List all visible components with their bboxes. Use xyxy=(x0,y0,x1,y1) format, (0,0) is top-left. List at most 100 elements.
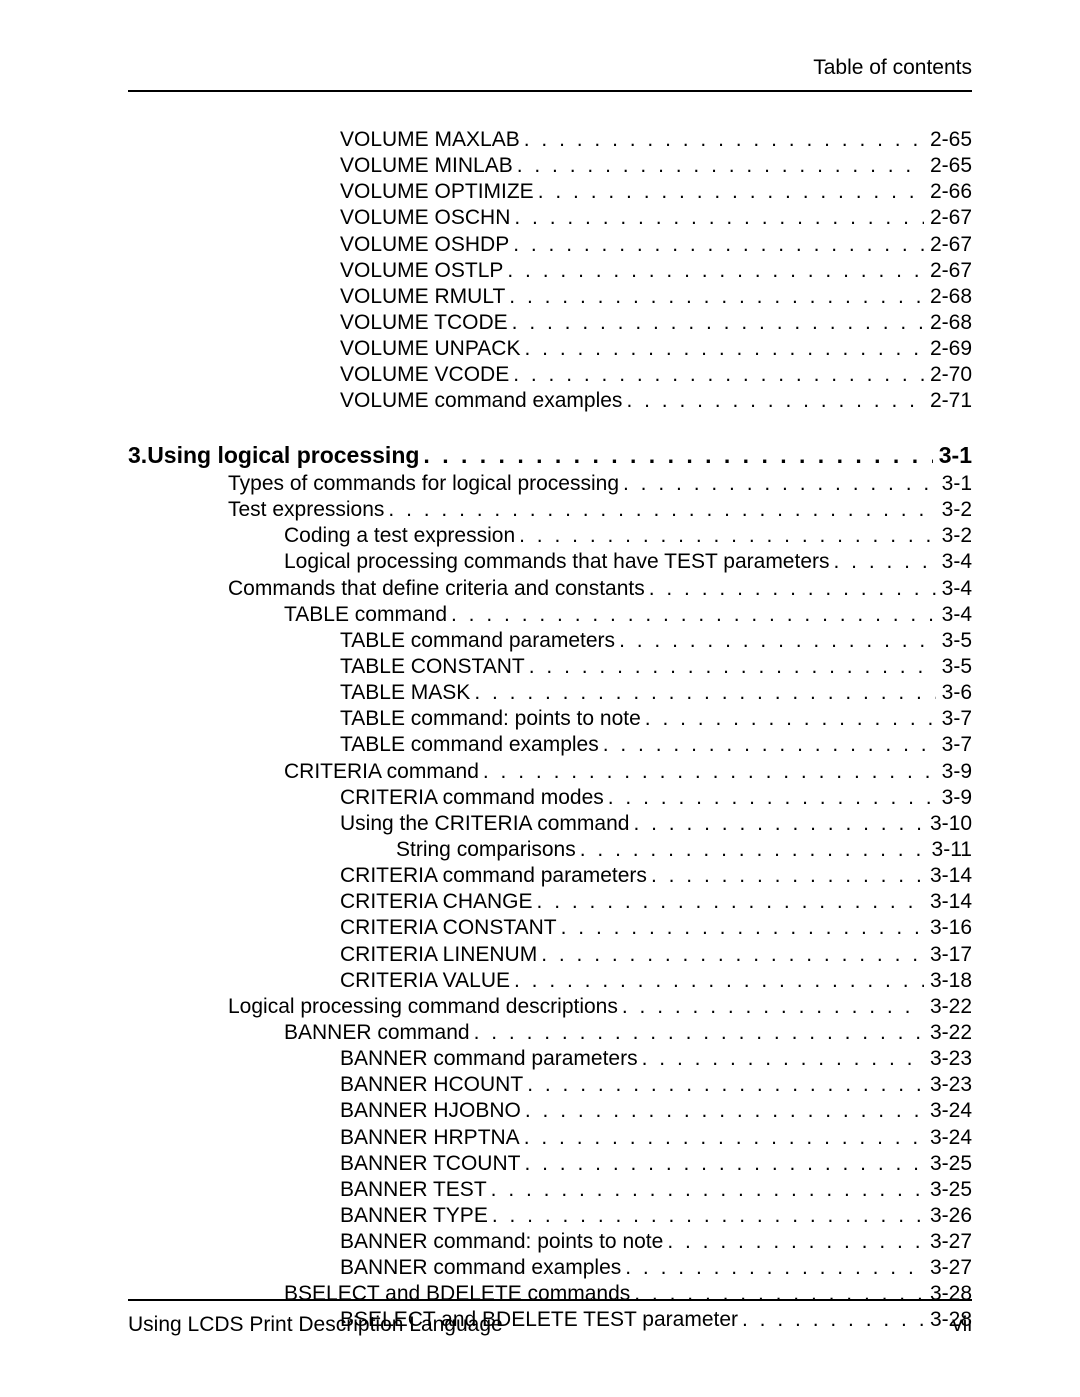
toc-entry-label: CRITERIA command parameters xyxy=(340,864,647,888)
dot-leader: . . . . . . . . . . . . . . . . . . . . … xyxy=(599,733,936,757)
toc-entry: TABLE command . . . . . . . . . . . . . … xyxy=(284,603,972,629)
toc-entry-page: 3-23 xyxy=(924,1073,972,1097)
toc-entry-label: TABLE command examples xyxy=(340,733,599,757)
toc-entry-label: CRITERIA command modes xyxy=(340,786,604,810)
chapter-page: 3-1 xyxy=(933,442,972,468)
toc-entry: Logical processing command descriptions … xyxy=(228,995,972,1021)
dot-leader: . . . . . . . . . . . . . . . . . . . . … xyxy=(534,180,924,204)
toc-entry: TABLE CONSTANT . . . . . . . . . . . . .… xyxy=(340,655,972,681)
toc-entry-page: 2-67 xyxy=(924,259,972,283)
dot-leader: . . . . . . . . . . . . . . . . . . . . … xyxy=(621,1256,924,1280)
toc-entry: TABLE command parameters . . . . . . . .… xyxy=(340,629,972,655)
toc-entry-label: VOLUME command examples xyxy=(340,389,622,413)
toc-entry: Logical processing commands that have TE… xyxy=(284,550,972,576)
dot-leader: . . . . . . . . . . . . . . . . . . . . … xyxy=(384,498,935,522)
toc-entry-label: String comparisons xyxy=(396,838,576,862)
dot-leader: . . . . . . . . . . . . . . . . . . . . … xyxy=(510,969,924,993)
page: Table of contents VOLUME MAXLAB . . . . … xyxy=(0,0,1080,1395)
dot-leader: . . . . . . . . . . . . . . . . . . . . … xyxy=(520,337,923,361)
toc-chapter-heading: 3. Using logical processing . . . . . . … xyxy=(128,442,972,470)
dot-leader: . . . . . . . . . . . . . . . . . . . . … xyxy=(520,128,924,152)
toc-entry: VOLUME VCODE . . . . . . . . . . . . . .… xyxy=(340,363,972,389)
toc-entry-label: VOLUME MAXLAB xyxy=(340,128,520,152)
dot-leader: . . . . . . . . . . . . . . . . . . . . … xyxy=(488,1204,924,1228)
toc-entry-page: 2-68 xyxy=(924,311,972,335)
toc-entry-label: VOLUME OPTIMIZE xyxy=(340,180,534,204)
toc-entry-label: BANNER TYPE xyxy=(340,1204,488,1228)
toc-entry: VOLUME UNPACK . . . . . . . . . . . . . … xyxy=(340,337,972,363)
dot-leader: . . . . . . . . . . . . . . . . . . . . … xyxy=(533,890,924,914)
dot-leader: . . . . . . . . . . . . . . . . . . . . … xyxy=(537,943,924,967)
toc-entry-page: 3-7 xyxy=(936,733,972,757)
toc-entry-page: 3-27 xyxy=(924,1230,972,1254)
dot-leader: . . . . . . . . . . . . . . . . . . . . … xyxy=(509,363,924,387)
toc-entry-label: BANNER HCOUNT xyxy=(340,1073,523,1097)
dot-leader: . . . . . . . . . . . . . . . . . . . . … xyxy=(830,550,936,574)
dot-leader: . . . . . . . . . . . . . . . . . . . . … xyxy=(509,233,924,257)
toc-entry-label: CRITERIA LINENUM xyxy=(340,943,537,967)
toc-entry-page: 3-18 xyxy=(924,969,972,993)
toc-entry: BANNER HJOBNO . . . . . . . . . . . . . … xyxy=(340,1099,972,1125)
toc-entry-page: 3-1 xyxy=(936,472,972,496)
toc-entry-label: CRITERIA CHANGE xyxy=(340,890,533,914)
dot-leader: . . . . . . . . . . . . . . . . . . . . … xyxy=(510,206,924,230)
toc-entry-page: 2-71 xyxy=(924,389,972,413)
dot-leader: . . . . . . . . . . . . . . . . . . . . … xyxy=(470,681,935,705)
dot-leader: . . . . . . . . . . . . . . . . . . . . … xyxy=(604,786,936,810)
toc-entry-page: 2-67 xyxy=(924,233,972,257)
toc-entry-page: 2-68 xyxy=(924,285,972,309)
toc-entry-label: BANNER command examples xyxy=(340,1256,621,1280)
toc-entry: VOLUME OPTIMIZE . . . . . . . . . . . . … xyxy=(340,180,972,206)
toc-entry: BANNER TYPE . . . . . . . . . . . . . . … xyxy=(340,1204,972,1230)
toc-entry-label: TABLE command: points to note xyxy=(340,707,641,731)
running-header: Table of contents xyxy=(128,56,972,90)
toc-entry: Test expressions . . . . . . . . . . . .… xyxy=(228,498,972,524)
toc-entry-page: 3-22 xyxy=(924,1021,972,1045)
dot-leader: . . . . . . . . . . . . . . . . . . . . … xyxy=(647,864,924,888)
dot-leader: . . . . . . . . . . . . . . . . . . . . … xyxy=(487,1178,924,1202)
toc-entry-page: 3-5 xyxy=(936,629,972,653)
dot-leader: . . . . . . . . . . . . . . . . . . . . … xyxy=(629,812,924,836)
dot-leader: . . . . . . . . . . . . . . . . . . . . … xyxy=(622,389,924,413)
toc-entry-page: 3-4 xyxy=(936,603,972,627)
toc-entry-page: 3-14 xyxy=(924,864,972,888)
toc-entry-page: 3-2 xyxy=(936,498,972,522)
toc-entry: Using the CRITERIA command . . . . . . .… xyxy=(340,812,972,838)
dot-leader: . . . . . . . . . . . . . . . . . . . . … xyxy=(638,1047,924,1071)
toc-entry: VOLUME OSTLP . . . . . . . . . . . . . .… xyxy=(340,259,972,285)
page-footer: Using LCDS Print Description Language vi… xyxy=(128,1299,972,1337)
toc-entry-page: 2-65 xyxy=(924,154,972,178)
toc-entry-page: 2-70 xyxy=(924,363,972,387)
toc-entry: String comparisons . . . . . . . . . . .… xyxy=(396,838,972,864)
toc-entry-label: Using the CRITERIA command xyxy=(340,812,629,836)
toc-entry-page: 3-25 xyxy=(924,1152,972,1176)
toc-entry: Coding a test expression . . . . . . . .… xyxy=(284,524,972,550)
toc-entry: VOLUME TCODE . . . . . . . . . . . . . .… xyxy=(340,311,972,337)
toc-entry: CRITERIA VALUE . . . . . . . . . . . . .… xyxy=(340,969,972,995)
toc-entry-page: 3-26 xyxy=(924,1204,972,1228)
toc-entry-label: VOLUME UNPACK xyxy=(340,337,520,361)
toc-entry: TABLE MASK . . . . . . . . . . . . . . .… xyxy=(340,681,972,707)
toc-entry-page: 2-69 xyxy=(924,337,972,361)
dot-leader: . . . . . . . . . . . . . . . . . . . . … xyxy=(419,442,932,468)
toc-entry-label: TABLE command parameters xyxy=(340,629,615,653)
dot-leader: . . . . . . . . . . . . . . . . . . . . … xyxy=(513,154,924,178)
toc-entry-page: 3-22 xyxy=(924,995,972,1019)
toc-entry-page: 2-67 xyxy=(924,206,972,230)
toc-entry-page: 3-24 xyxy=(924,1126,972,1150)
toc-entry-page: 3-7 xyxy=(936,707,972,731)
table-of-contents: VOLUME MAXLAB . . . . . . . . . . . . . … xyxy=(128,128,972,1335)
toc-entry-page: 3-23 xyxy=(924,1047,972,1071)
toc-entry-label: CRITERIA VALUE xyxy=(340,969,510,993)
toc-entry-label: Logical processing command descriptions xyxy=(228,995,618,1019)
dot-leader: . . . . . . . . . . . . . . . . . . . . … xyxy=(520,1152,924,1176)
toc-entry-label: BANNER TEST xyxy=(340,1178,487,1202)
toc-entry-label: VOLUME OSTLP xyxy=(340,259,503,283)
dot-leader: . . . . . . . . . . . . . . . . . . . . … xyxy=(615,629,936,653)
toc-entry: CRITERIA LINENUM . . . . . . . . . . . .… xyxy=(340,943,972,969)
chapter-title: Using logical processing xyxy=(147,442,419,468)
toc-entry-label: VOLUME OSHDP xyxy=(340,233,509,257)
toc-entry-label: Logical processing commands that have TE… xyxy=(284,550,830,574)
toc-entry: VOLUME MINLAB . . . . . . . . . . . . . … xyxy=(340,154,972,180)
toc-entry-page: 3-9 xyxy=(936,786,972,810)
